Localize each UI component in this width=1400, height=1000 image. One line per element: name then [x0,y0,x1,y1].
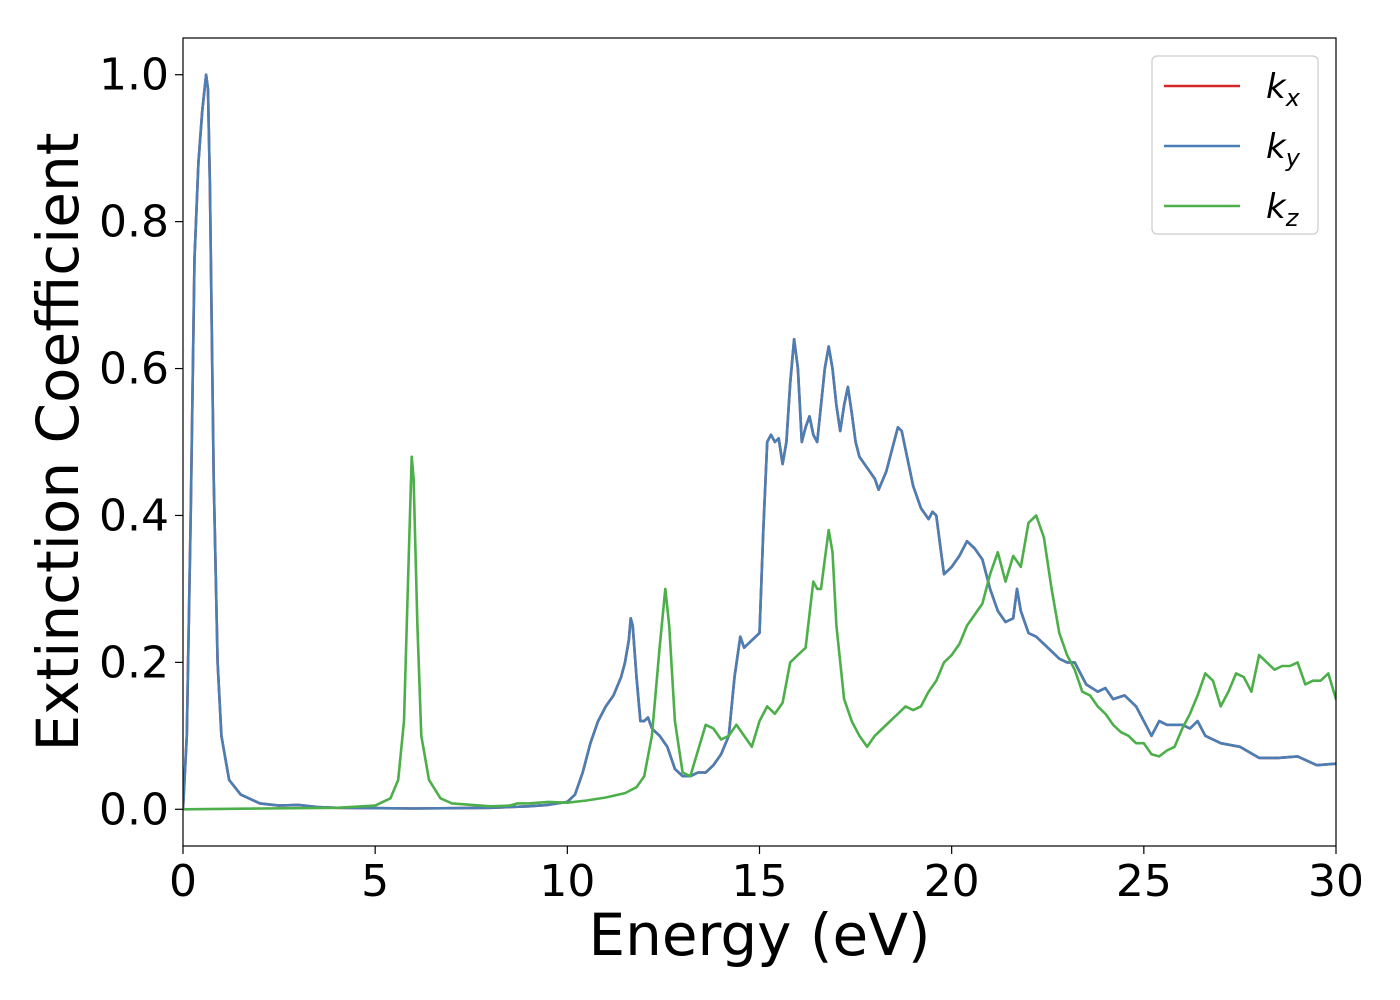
y-axis-label: Extinction Coefficient [24,133,92,752]
x-tick-label: 5 [361,856,389,907]
x-tick-label: 20 [924,856,980,907]
y-tick-label: 0.6 [99,344,169,395]
legend: kx ky kz [1151,55,1319,235]
x-tick-label: 25 [1116,856,1172,907]
y-tick-label: 1.0 [99,50,169,101]
series-line-y [183,73,1336,811]
y-tick-label: 0.8 [99,197,169,248]
x-tick-label: 10 [539,856,595,907]
legend-label-z: kz [1266,187,1300,232]
y-tick-label: 0.2 [99,637,169,688]
x-tick-label: 15 [732,856,788,907]
x-axis-ticks: 0 5 10 15 20 25 30 [169,846,1364,907]
series-line-z [183,455,1336,811]
y-tick-label: 0.4 [99,490,169,541]
series-layer [183,73,1336,811]
y-axis-ticks: 0.0 0.2 0.4 0.6 0.8 1.0 [99,50,183,835]
x-tick-label: 30 [1308,856,1364,907]
legend-label-y: ky [1266,127,1301,172]
x-axis-label: Energy (eV) [588,901,930,969]
y-tick-label: 0.0 [99,784,169,835]
legend-label-x: kx [1266,67,1301,112]
x-tick-label: 0 [169,856,197,907]
